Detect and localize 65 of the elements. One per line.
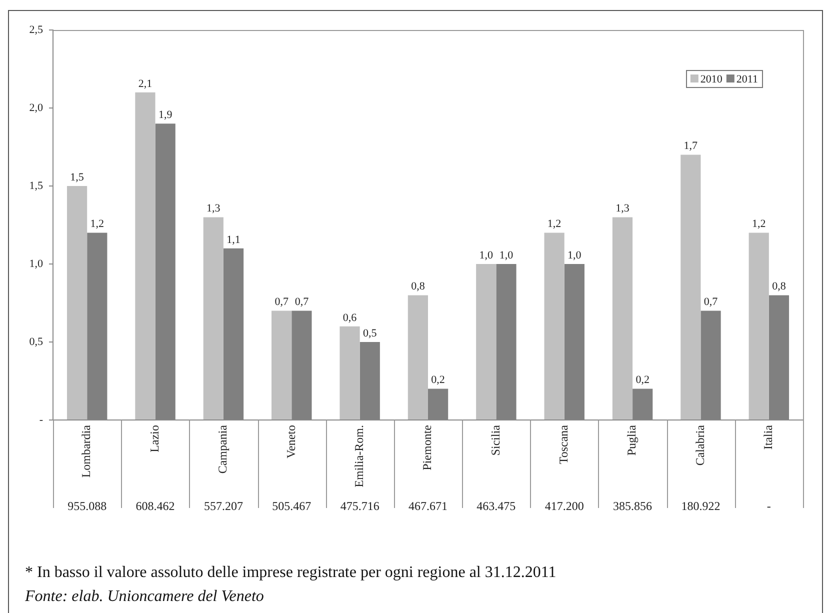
bar xyxy=(66,186,88,420)
data-label: 1,0 xyxy=(568,249,582,262)
data-label: 1,2 xyxy=(752,218,766,230)
data-label: 0,7 xyxy=(274,296,289,308)
y-tick-label: - xyxy=(39,414,44,426)
x-tick-label: Lazio xyxy=(147,425,162,452)
x-tick-label: Lombardia xyxy=(79,424,94,478)
data-label: 1,5 xyxy=(70,171,84,184)
x-tick-label: Veneto xyxy=(284,425,298,458)
text: 955.088 xyxy=(68,499,107,513)
bar xyxy=(340,326,360,420)
y-tick-label: 0,5 xyxy=(29,336,44,348)
text: 385.856 xyxy=(613,499,652,513)
bar xyxy=(748,232,769,420)
y-tick-label: 2,5 xyxy=(29,24,44,36)
x-tick-label: Italia xyxy=(761,424,776,450)
text: 463.475 xyxy=(476,499,516,513)
y-tick-label: 1,5 xyxy=(29,180,44,192)
bar xyxy=(135,92,156,420)
bar xyxy=(680,154,701,420)
data-label: 1,3 xyxy=(206,202,221,215)
text: 180.922 xyxy=(681,499,720,513)
data-label: 1,9 xyxy=(158,108,173,121)
data-label: 0,7 xyxy=(294,296,310,308)
text: 467.671 xyxy=(408,499,448,513)
data-label: 1,2 xyxy=(547,218,562,230)
data-label: 1,7 xyxy=(684,140,698,152)
text: 505.467 xyxy=(272,499,312,513)
data-label: 1,3 xyxy=(616,202,630,215)
bar xyxy=(272,310,292,420)
data-label: 0,2 xyxy=(636,374,650,386)
text: * In basso il valore assoluto delle imprese registrate per ogni regione al 31.12.2011 xyxy=(25,564,556,581)
x-tick-label: Calabria xyxy=(692,424,707,466)
legend-label: 2010 xyxy=(700,73,723,86)
data-label: 0,7 xyxy=(704,296,718,308)
data-label: 1,0 xyxy=(479,249,494,262)
x-tick-label: Puglia xyxy=(624,424,639,456)
legend-label: 2011 xyxy=(736,73,758,86)
x-tick-label: Emilia-Rom. xyxy=(352,425,366,488)
x-tick-label: Toscana xyxy=(556,424,571,464)
data-label: 1,1 xyxy=(226,234,240,246)
data-label: 1,2 xyxy=(90,218,104,230)
bar xyxy=(408,295,428,420)
text: 608.462 xyxy=(136,499,175,513)
bar xyxy=(612,217,633,420)
text: 475.716 xyxy=(340,499,380,513)
x-tick-label: Campania xyxy=(216,424,230,474)
x-tick-label: Piemonte xyxy=(420,425,434,470)
text: 557.207 xyxy=(204,499,243,513)
data-label: 2,1 xyxy=(138,78,152,90)
data-label: 0,8 xyxy=(772,280,786,293)
x-tick-label: Sicilia xyxy=(488,424,502,456)
data-label: 0,2 xyxy=(431,374,445,386)
source-note: Fonte: elab. Unioncamere del Veneto xyxy=(24,588,264,605)
y-tick-label: 1,0 xyxy=(29,258,44,270)
y-tick-label: 2,0 xyxy=(29,102,44,114)
text: - xyxy=(766,499,771,513)
data-label: 0,5 xyxy=(363,327,378,340)
data-label: 0,6 xyxy=(342,312,358,324)
text: 417.200 xyxy=(544,499,584,513)
bar xyxy=(476,264,496,420)
bar xyxy=(203,217,224,420)
bar xyxy=(544,232,564,420)
data-label: 0,8 xyxy=(411,280,426,293)
data-label: 1,0 xyxy=(499,249,514,262)
